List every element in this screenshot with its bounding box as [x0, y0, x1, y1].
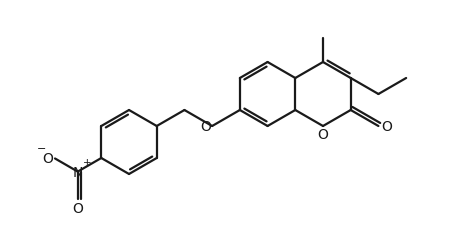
Text: −: −	[37, 144, 46, 154]
Text: O: O	[42, 152, 53, 166]
Text: O: O	[317, 128, 329, 141]
Text: O: O	[200, 119, 211, 134]
Text: +: +	[83, 157, 91, 167]
Text: N: N	[73, 165, 83, 179]
Text: O: O	[382, 119, 392, 134]
Text: O: O	[72, 201, 83, 215]
